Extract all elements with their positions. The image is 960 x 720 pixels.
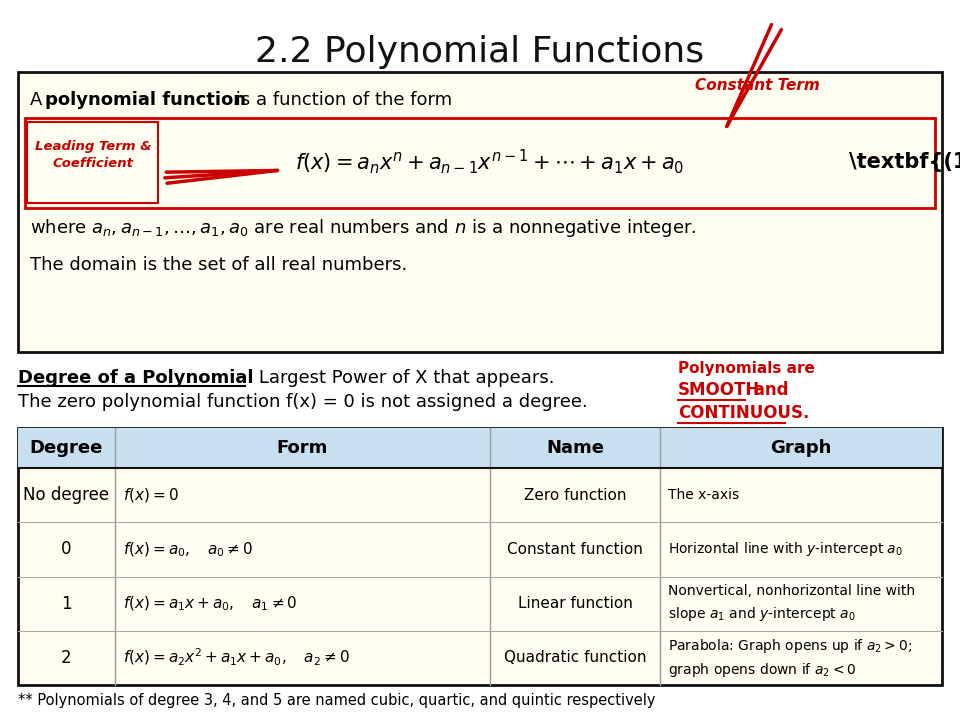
Text: Degree of a Polynomial: Degree of a Polynomial <box>18 369 253 387</box>
Text: $f(x) = 0$: $f(x) = 0$ <box>123 486 179 504</box>
Text: and: and <box>748 381 788 399</box>
Text: Polynomials are: Polynomials are <box>678 361 815 376</box>
Text: 2: 2 <box>61 649 72 667</box>
Text: 2.2 Polynomial Functions: 2.2 Polynomial Functions <box>255 35 705 69</box>
Text: CONTINUOUS.: CONTINUOUS. <box>678 404 809 422</box>
Text: The domain is the set of all real numbers.: The domain is the set of all real number… <box>30 256 407 274</box>
Text: $f(x) = a_0, \quad a_0 \neq 0$: $f(x) = a_0, \quad a_0 \neq 0$ <box>123 540 253 559</box>
FancyBboxPatch shape <box>27 122 158 203</box>
Text: 1: 1 <box>61 595 72 613</box>
Text: Nonvertical, nonhorizontal line with
slope $a_1$ and $y$-intercept $a_0$: Nonvertical, nonhorizontal line with slo… <box>668 585 915 623</box>
Text: Degree: Degree <box>30 439 103 457</box>
Text: Constant function: Constant function <box>507 542 643 557</box>
FancyBboxPatch shape <box>25 118 935 208</box>
Text: \textbf{(1)}: \textbf{(1)} <box>849 152 960 172</box>
Text: Leading Term &
Coefficient: Leading Term & Coefficient <box>35 140 152 170</box>
FancyBboxPatch shape <box>18 72 942 352</box>
Text: is a function of the form: is a function of the form <box>230 91 452 109</box>
Text: $f(x) = a_n x^n + a_{n-1}x^{n-1} + \cdots + a_1 x + a_0$: $f(x) = a_n x^n + a_{n-1}x^{n-1} + \cdot… <box>296 148 684 176</box>
Text: Parabola: Graph opens up if $a_2 > 0$;
graph opens down if $a_2 < 0$: Parabola: Graph opens up if $a_2 > 0$; g… <box>668 636 912 679</box>
Text: $f(x) = a_2 x^2 + a_1 x + a_0, \quad a_2 \neq 0$: $f(x) = a_2 x^2 + a_1 x + a_0, \quad a_2… <box>123 647 349 668</box>
Text: Name: Name <box>546 439 604 457</box>
Text: Horizontal line with $y$-intercept $a_0$: Horizontal line with $y$-intercept $a_0$ <box>668 541 903 559</box>
Text: Constant Term: Constant Term <box>695 78 820 94</box>
Text: The x-axis: The x-axis <box>668 488 739 502</box>
Text: Quadratic function: Quadratic function <box>504 650 646 665</box>
Text: Graph: Graph <box>770 439 831 457</box>
Text: ** Polynomials of degree 3, 4, and 5 are named cubic, quartic, and quintic respe: ** Polynomials of degree 3, 4, and 5 are… <box>18 693 656 708</box>
Text: No degree: No degree <box>23 486 109 504</box>
FancyBboxPatch shape <box>18 428 942 468</box>
Text: $f(x) = a_1 x + a_0, \quad a_1 \neq 0$: $f(x) = a_1 x + a_0, \quad a_1 \neq 0$ <box>123 595 298 613</box>
Text: where $a_n, a_{n-1}, \ldots, a_1, a_0$ are real numbers and $n$ is a nonnegative: where $a_n, a_{n-1}, \ldots, a_1, a_0$ a… <box>30 217 697 239</box>
Text: polynomial function: polynomial function <box>45 91 246 109</box>
Text: Zero function: Zero function <box>524 487 626 503</box>
FancyBboxPatch shape <box>18 428 942 685</box>
Text: Form: Form <box>276 439 328 457</box>
Text: Linear function: Linear function <box>517 596 633 611</box>
Text: A: A <box>30 91 48 109</box>
Text: The zero polynomial function f(x) = 0 is not assigned a degree.: The zero polynomial function f(x) = 0 is… <box>18 393 588 411</box>
Text: : Largest Power of X that appears.: : Largest Power of X that appears. <box>247 369 555 387</box>
Text: SMOOTH: SMOOTH <box>678 381 760 399</box>
Text: 0: 0 <box>61 541 72 559</box>
